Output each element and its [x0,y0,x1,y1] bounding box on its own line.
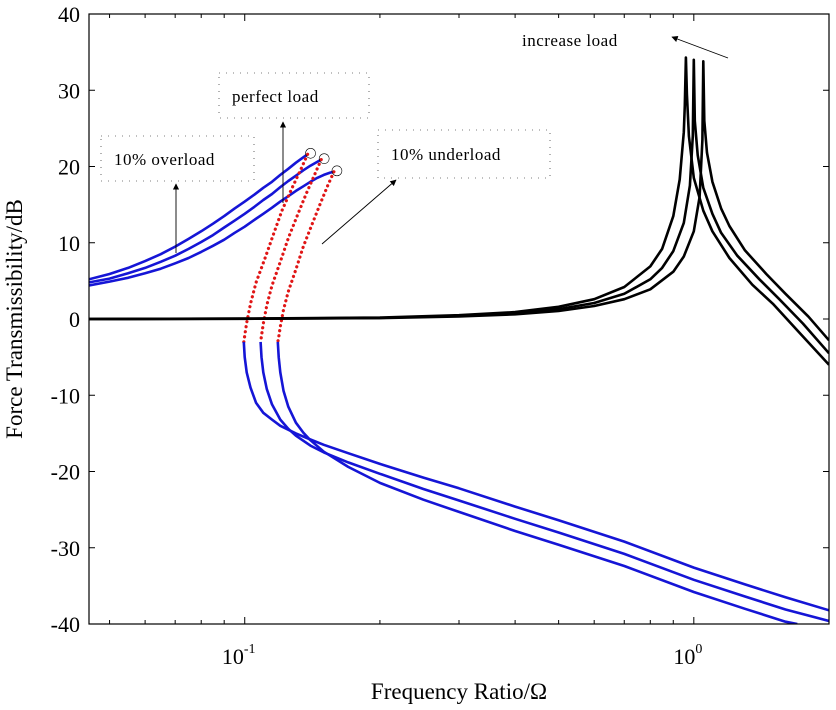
series-line-unstable-4 [259,158,323,344]
annotation-overload-label: 10% overload [114,150,215,169]
series-line-upper-0 [89,153,309,281]
jump-point-circles [305,148,343,177]
y-tick-label: 0 [69,307,80,332]
annotation-underload-arrow [321,179,397,245]
x-tick-label: 10-1 [222,642,256,669]
y-axis-title: Force Transmissibility/dB [2,199,27,439]
annotation-underload-label: 10% underload [391,145,501,164]
y-tick-label: -40 [51,612,80,637]
x-axis-title: Frequency Ratio/Ω [371,679,547,704]
axis-minor-ticks [109,14,674,624]
x-tick-label: 100 [673,642,702,669]
annotation-increase-label: increase load [522,31,618,50]
x-axis-ticks: 10-1 100 [222,14,702,669]
jump-point-circle-2 [331,165,343,177]
series-line-lower-7 [259,341,829,623]
annotation-increase-arrow [671,36,729,59]
y-tick-label: 10 [58,231,80,256]
y-axis-ticks: 40 30 20 10 0 -10 -20 -30 -40 [51,2,829,637]
annotation-overload-box [100,135,255,182]
annotation-overload: 10% overload [100,135,255,253]
series-line-linear-10 [89,58,829,355]
annotation-increase: increase load [522,31,729,59]
y-tick-label: 30 [58,78,80,103]
series-line-lower-8 [276,341,798,624]
y-tick-label: -30 [51,536,80,561]
annotation-perfect-label: perfect load [232,87,319,106]
y-tick-label: 20 [58,155,80,180]
series-line-unstable-5 [276,170,336,344]
jump-point-circle-0 [305,148,316,159]
y-tick-label: 40 [58,2,80,27]
annotation-perfect: perfect load [218,72,370,203]
annotation-perfect-box [218,72,370,119]
series-line-lower-6 [242,341,829,612]
series-line-unstable-3 [242,152,310,344]
series-line-upper-2 [89,170,335,287]
annotation-underload-box [377,129,551,179]
y-tick-label: -10 [51,383,80,408]
series-line-linear-11 [89,60,829,342]
series-layer [89,56,829,624]
y-tick-label: -20 [51,460,80,485]
jump-point-circle-1 [318,153,330,164]
annotation-underload: 10% underload [321,129,551,245]
